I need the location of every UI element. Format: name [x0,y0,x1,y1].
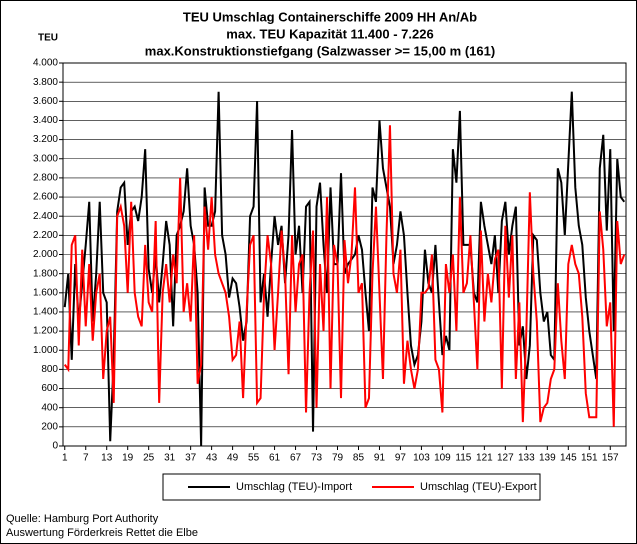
y-tick-label: 3.200 [33,134,58,145]
x-tick-label: 97 [395,453,407,464]
y-tick-label: 1.000 [33,345,58,356]
y-tick-label: 3.600 [33,96,58,107]
x-tick-label: 37 [185,453,197,464]
x-tick-label: 79 [332,453,344,464]
y-tick-label: 1.200 [33,326,58,337]
x-tick-label: 103 [413,453,430,464]
chart-subtitle: max. TEU Kapazität 11.400 - 7.226 [226,26,433,41]
x-tick-label: 139 [539,453,556,464]
legend-label: Umschlag (TEU)-Import [236,481,352,493]
y-tick-label: 400 [41,402,58,413]
x-tick-label: 157 [602,453,619,464]
y-tick-label: 0 [52,441,58,452]
y-tick-label: 200 [41,421,58,432]
x-tick-label: 133 [518,453,535,464]
x-tick-label: 19 [122,453,134,464]
x-tick-label: 151 [581,453,598,464]
x-tick-label: 43 [206,453,218,464]
x-tick-label: 55 [248,453,260,464]
x-tick-label: 67 [290,453,302,464]
y-tick-label: 4.000 [33,58,58,69]
y-tick-label: 1.400 [33,307,58,318]
y-tick-label: 3.400 [33,115,58,126]
y-tick-label: 800 [41,364,58,375]
x-tick-label: 145 [560,453,577,464]
y-axis-label: TEU [38,33,58,44]
y-tick-label: 600 [41,383,58,394]
y-tick-label: 2.400 [33,211,58,222]
chart-title: TEU Umschlag Containerschiffe 2009 HH An… [183,9,477,24]
x-tick-label: 13 [101,453,113,464]
y-tick-label: 2.000 [33,249,58,260]
y-tick-label: 3.000 [33,153,58,164]
x-tick-label: 115 [455,453,471,464]
series-line [63,125,626,427]
y-tick-label: 1.800 [33,268,58,279]
x-tick-label: 73 [311,453,323,464]
x-tick-label: 61 [269,453,281,464]
x-tick-label: 121 [476,453,493,464]
source: Quelle: Hamburg Port Authority [6,513,159,525]
x-tick-label: 85 [353,453,365,464]
legend-label: Umschlag (TEU)-Export [420,481,537,493]
y-tick-label: 2.800 [33,173,58,184]
x-tick-label: 91 [374,453,386,464]
chart-subtitle: max.Konstruktionstiefgang (Salzwasser >=… [145,43,495,58]
plot-area [62,62,627,447]
y-tick-label: 3.800 [33,77,58,88]
x-tick-label: 25 [143,453,155,464]
y-tick-label: 2.200 [33,230,58,241]
x-tick-label: 49 [227,453,239,464]
x-tick-label: 7 [83,453,89,464]
x-tick-label: 109 [434,453,451,464]
x-tick-label: 31 [164,453,176,464]
x-tick-label: 1 [62,453,68,464]
y-tick-label: 1.600 [33,287,58,298]
y-tick-label: 2.600 [33,192,58,203]
x-tick-label: 127 [497,453,514,464]
source: Auswertung Förderkreis Rettet die Elbe [6,527,198,539]
